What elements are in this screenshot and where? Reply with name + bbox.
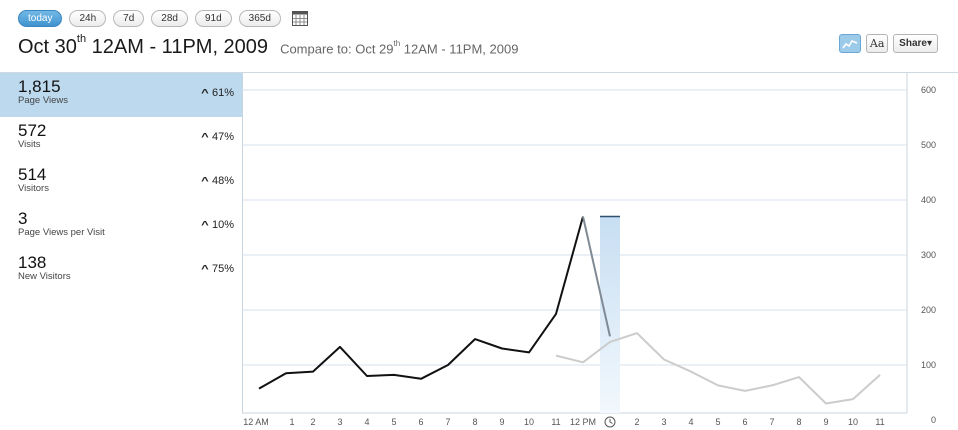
- x-tick-label: 7: [445, 417, 450, 427]
- x-tick-label: 5: [715, 417, 720, 427]
- current-hour-highlight: [600, 216, 620, 413]
- x-tick-label: 12 AM: [243, 417, 269, 427]
- range-button-365d[interactable]: 365d: [238, 9, 281, 27]
- metric-new-visitors[interactable]: 138 New Visitors ^ 75%: [0, 249, 242, 293]
- metric-change: ^ 61%: [201, 87, 234, 99]
- x-tick-label: 12 PM: [570, 417, 596, 427]
- range-button-28d[interactable]: 28d: [151, 9, 188, 27]
- y-tick-label: 300: [921, 250, 936, 260]
- x-tick-label: 1: [289, 417, 294, 427]
- line-chart-icon: [842, 39, 858, 48]
- line-chart: 0 100 200 300 400 500 600 12 AM 1 2 3 4 5 6 7 8 9 10 11 12 …: [242, 73, 936, 428]
- metric-value: 514: [18, 165, 47, 184]
- x-tick-label: 3: [337, 417, 342, 427]
- metric-label: New Visitors: [18, 271, 71, 282]
- metric-change-value: 10%: [211, 219, 234, 231]
- y-tick-label: 200: [921, 305, 936, 315]
- metric-change-value: 48%: [211, 175, 234, 187]
- line-chart-button[interactable]: [839, 34, 862, 53]
- x-tick-label: 3: [661, 417, 666, 427]
- metric-label: Visits: [18, 139, 41, 150]
- report-title: Oct 30th 12AM - 11PM, 2009: [18, 33, 269, 58]
- x-tick-label: 7: [769, 417, 774, 427]
- metric-visitors[interactable]: 514 Visitors ^ 48%: [0, 161, 242, 205]
- metric-change: ^ 10%: [201, 219, 234, 231]
- y-tick-label: 0: [931, 415, 936, 425]
- date-range-selector: today 24h 7d 28d 91d 365d: [18, 9, 308, 27]
- x-tick-label: 6: [418, 417, 423, 427]
- x-tick-label: 11: [551, 417, 560, 427]
- compare-series-line: [555, 332, 881, 405]
- caret-up-icon: ^: [201, 263, 209, 275]
- metric-label: Page Views: [18, 95, 68, 106]
- metric-page-views[interactable]: 1,815 Page Views ^ 61%: [0, 73, 242, 117]
- x-tick-label: 2: [310, 417, 315, 427]
- y-tick-label: 500: [921, 140, 936, 150]
- metrics-sidebar: 1,815 Page Views ^ 61% 572 Visits ^ 47% 514 Visit…: [0, 73, 242, 293]
- clock-icon: [604, 416, 616, 428]
- caret-up-icon: ^: [201, 175, 209, 187]
- metric-change: ^ 75%: [201, 263, 234, 275]
- y-tick-label: 600: [921, 85, 936, 95]
- today-partial-segment: [582, 216, 611, 337]
- x-tick-label: 9: [823, 417, 828, 427]
- metric-change: ^ 48%: [201, 175, 234, 187]
- chart-tools: Aa Share ▾: [839, 34, 938, 53]
- x-tick-label: 6: [742, 417, 747, 427]
- x-tick-label: 4: [688, 417, 693, 427]
- metric-value: 572: [18, 121, 47, 140]
- metric-change-value: 61%: [211, 87, 234, 99]
- report-title-row: Oct 30th 12AM - 11PM, 2009 Compare to: O…: [18, 33, 519, 59]
- metric-value: 138: [18, 253, 47, 272]
- range-button-91d[interactable]: 91d: [194, 9, 232, 27]
- x-tick-label: 10: [524, 417, 534, 427]
- header-divider: [0, 72, 958, 73]
- traffic-chart: 0 100 200 300 400 500 600 12 AM 1 2 3 4 5 6 7 8 9 10 11 12 …: [242, 73, 958, 430]
- share-button[interactable]: Share ▾: [893, 34, 938, 53]
- x-tick-label: 8: [796, 417, 801, 427]
- today-series-line: [258, 216, 584, 390]
- compare-to-link[interactable]: Compare to: Oct 29th 12AM - 11PM, 2009: [280, 38, 519, 56]
- caret-up-icon: ^: [201, 219, 209, 231]
- x-tick-label: 8: [472, 417, 477, 427]
- range-button-today[interactable]: today: [18, 9, 63, 27]
- y-tick-label: 400: [921, 195, 936, 205]
- metric-value: 3: [18, 209, 28, 228]
- metric-change-value: 75%: [211, 263, 234, 275]
- x-tick-label: 5: [391, 417, 396, 427]
- metric-change-value: 47%: [211, 131, 234, 143]
- metric-label: Visitors: [18, 183, 49, 194]
- chevron-down-icon: ▾: [926, 38, 932, 49]
- metric-page-views-per-visit[interactable]: 3 Page Views per Visit ^ 10%: [0, 205, 242, 249]
- metric-change: ^ 47%: [201, 131, 234, 143]
- range-button-7d[interactable]: 7d: [113, 9, 145, 27]
- x-tick-label: 4: [364, 417, 369, 427]
- y-tick-label: 100: [921, 360, 936, 370]
- caret-up-icon: ^: [201, 131, 209, 143]
- metric-visits[interactable]: 572 Visits ^ 47%: [0, 117, 242, 161]
- x-tick-label: 9: [499, 417, 504, 427]
- metric-label: Page Views per Visit: [18, 227, 105, 238]
- x-tick-label: 11: [875, 417, 884, 427]
- range-button-24h[interactable]: 24h: [69, 9, 107, 27]
- x-tick-label: 2: [634, 417, 639, 427]
- metric-value: 1,815: [18, 77, 61, 96]
- caret-up-icon: ^: [201, 87, 209, 99]
- calendar-icon[interactable]: [291, 10, 308, 26]
- x-tick-label: 10: [848, 417, 858, 427]
- font-size-button[interactable]: Aa: [866, 34, 889, 53]
